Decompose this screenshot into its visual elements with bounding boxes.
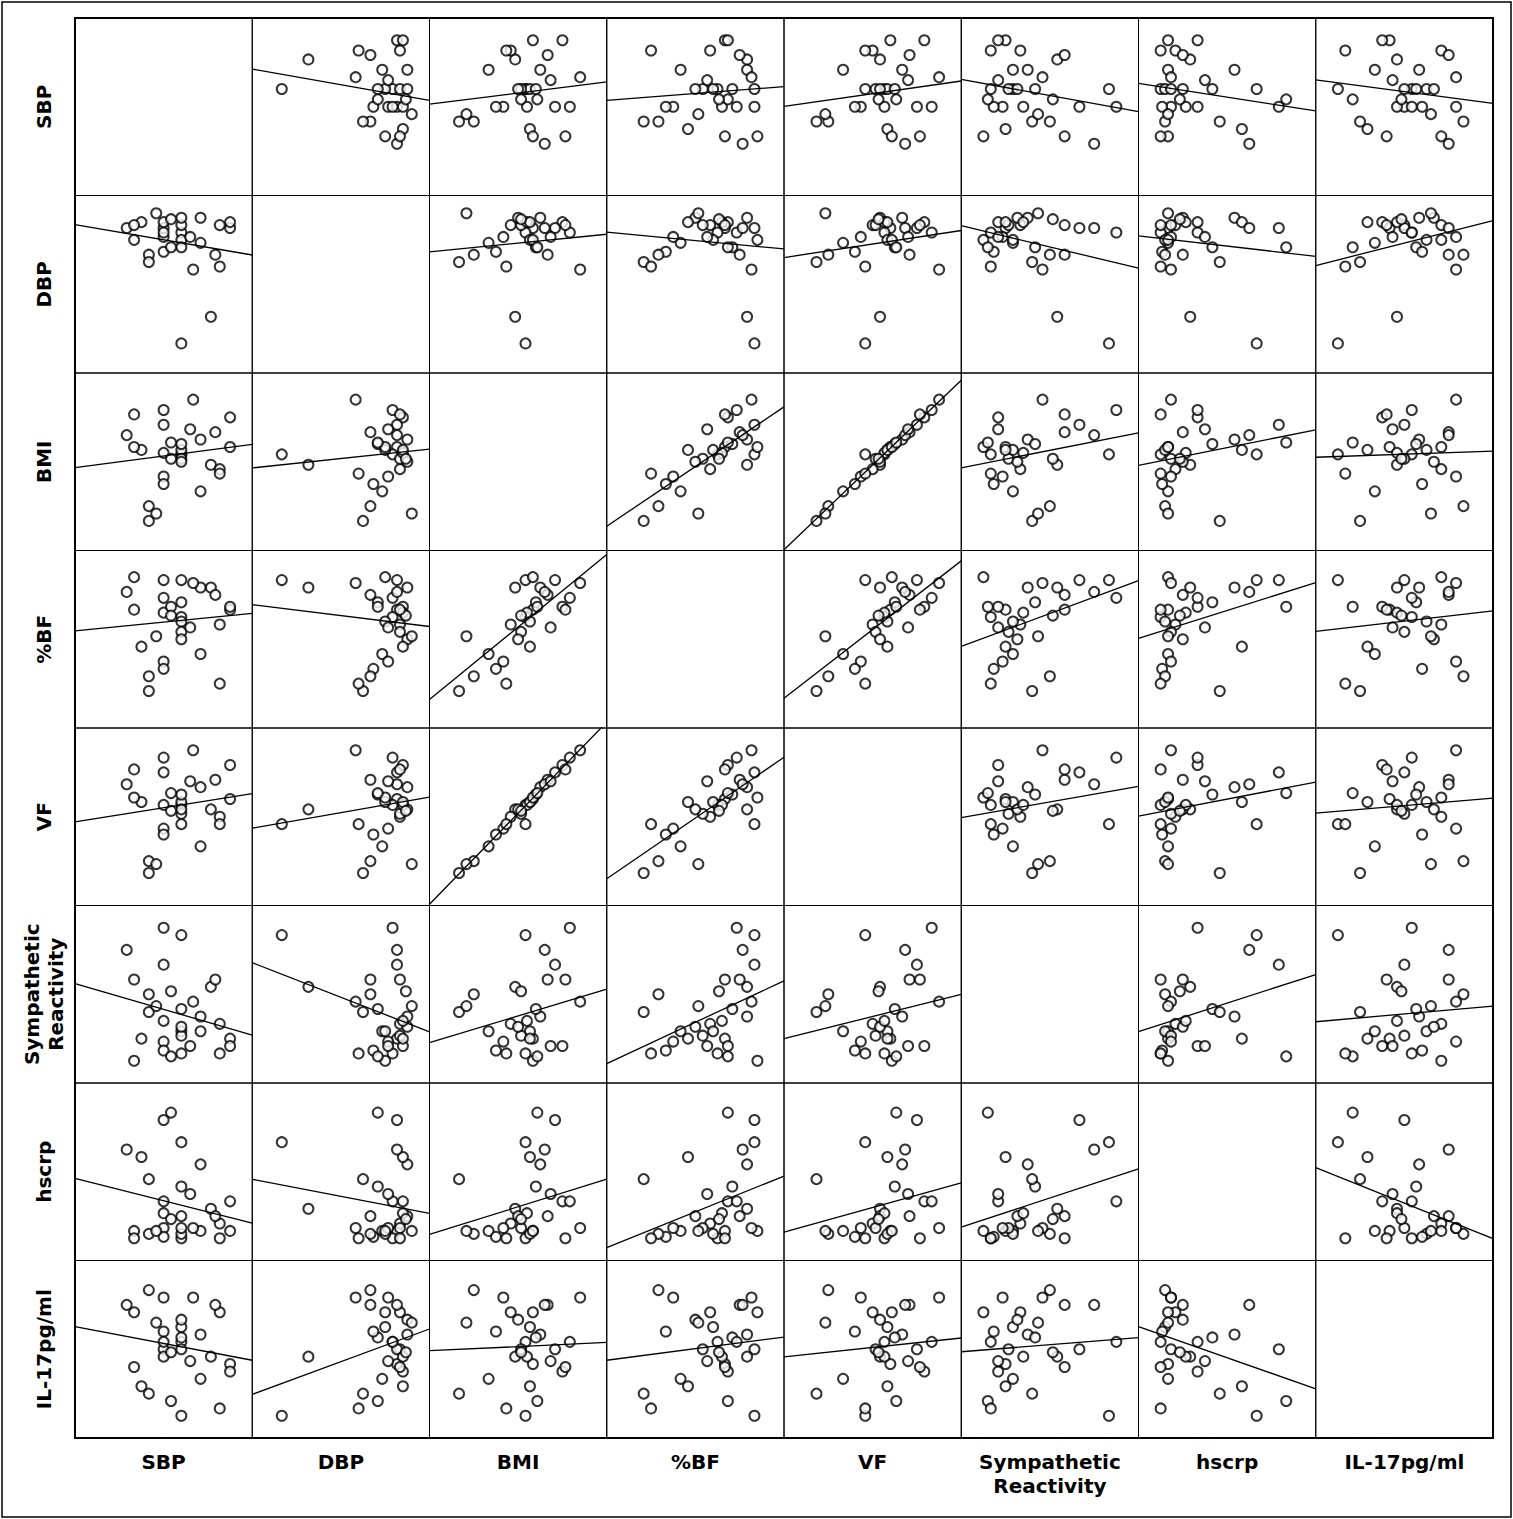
svg-text:Sympathetic: Sympathetic [979, 1450, 1121, 1474]
svg-text:VF: VF [858, 1450, 887, 1474]
svg-text:DBP: DBP [32, 261, 56, 308]
svg-text:VF: VF [32, 802, 56, 831]
svg-text:%BF: %BF [671, 1450, 720, 1474]
svg-text:SBP: SBP [32, 85, 56, 129]
svg-text:BMI: BMI [497, 1450, 540, 1474]
svg-text:Sympathetic: Sympathetic [20, 923, 44, 1065]
svg-text:hscrp: hscrp [32, 1141, 56, 1203]
svg-text:SBP: SBP [141, 1450, 185, 1474]
svg-text:Reactivity: Reactivity [44, 938, 68, 1051]
svg-text:hscrp: hscrp [1196, 1450, 1258, 1474]
svg-text:DBP: DBP [318, 1450, 365, 1474]
svg-text:BMI: BMI [32, 440, 56, 483]
svg-text:%BF: %BF [32, 615, 56, 664]
svg-text:Reactivity: Reactivity [993, 1474, 1106, 1498]
svg-text:IL-17pg/ml: IL-17pg/ml [32, 1289, 56, 1409]
svg-text:IL-17pg/ml: IL-17pg/ml [1344, 1450, 1464, 1474]
